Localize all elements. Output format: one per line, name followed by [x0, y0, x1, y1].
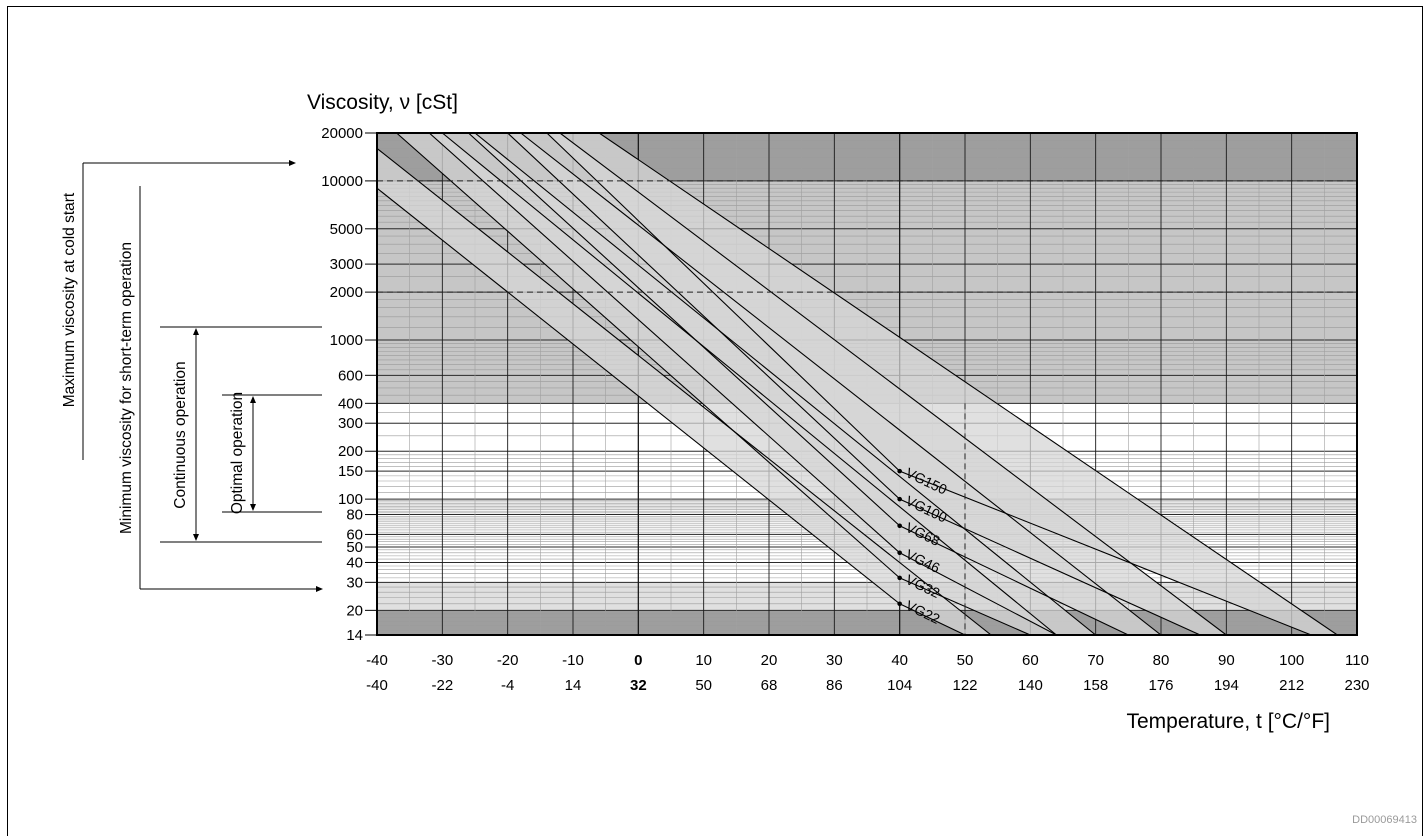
- y-tick-label: 20: [346, 602, 363, 619]
- y-tick-label: 100: [338, 491, 363, 508]
- optimal-arrow-up: [250, 396, 256, 403]
- band-edge-line: [441, 133, 1057, 635]
- y-tick-label: 30: [346, 574, 363, 591]
- y-tick-label: 200: [338, 443, 363, 460]
- x-tick-label-c: 110: [1345, 652, 1369, 669]
- y-tick-label: 400: [338, 395, 363, 412]
- y-tick-label: 14: [346, 627, 363, 644]
- x-tick-label-c: 30: [826, 652, 843, 669]
- optimal-operation-label: Optimal operation: [229, 392, 246, 514]
- x-tick-label-f: 50: [695, 677, 712, 694]
- max-cold-start-label: Maximum viscosity at cold start: [61, 192, 78, 407]
- x-tick-label-c: 80: [1153, 652, 1170, 669]
- x-tick-label-f: 68: [761, 677, 778, 694]
- band-edge-line: [377, 147, 992, 635]
- band-edge-line: [520, 133, 1162, 635]
- marker-vg68: [897, 523, 902, 529]
- min-short-term-arrow: [316, 586, 323, 592]
- x-tick-label-c: 100: [1279, 652, 1304, 669]
- x-tick-label-f: 14: [565, 677, 582, 694]
- y-tick-label: 20000: [321, 125, 363, 142]
- x-tick-label-c: -40: [366, 652, 388, 669]
- y-tick-label: 600: [338, 367, 363, 384]
- y-tick-label: 1000: [330, 332, 363, 349]
- x-tick-label-f: 194: [1214, 677, 1239, 694]
- y-tick-label: 10000: [321, 173, 363, 190]
- band-edge-line: [474, 133, 1097, 635]
- x-tick-label-f: 176: [1148, 677, 1173, 694]
- marker-vg22: [897, 601, 902, 607]
- x-tick-label-f: 212: [1279, 677, 1304, 694]
- x-tick-label-c: 40: [891, 652, 908, 669]
- band-edge-line: [598, 133, 1338, 635]
- x-tick-label-f: -40: [366, 677, 388, 694]
- y-tick-label: 40: [346, 554, 363, 571]
- max-cold-start-arrow: [289, 160, 296, 166]
- x-tick-label-c: 10: [695, 652, 712, 669]
- y-tick-label: 50: [346, 539, 363, 556]
- x-tick-label-c: 20: [761, 652, 778, 669]
- reference-dashed-lines: [377, 180, 1357, 635]
- document-id: DD00069413: [1352, 814, 1417, 826]
- x-tick-label-f: -22: [431, 677, 453, 694]
- range-annotations: Maximum viscosity at cold start Minimum v…: [61, 160, 323, 592]
- x-tick-label-f: 140: [1018, 677, 1043, 694]
- band-vg150: [546, 133, 1338, 635]
- plot-border: [376, 132, 1358, 636]
- y-tick-label: 2000: [330, 284, 363, 301]
- x-tick-label-f: 32: [630, 677, 647, 694]
- x-tick-label-f: 122: [952, 677, 977, 694]
- x-tick-label-c: -10: [562, 652, 584, 669]
- x-axis-label: Temperature, t [°C/°F]: [1126, 710, 1330, 733]
- y-tick-label: 60: [346, 526, 363, 543]
- continuous-arrow-down: [193, 534, 199, 541]
- x-tick-label-f: -4: [501, 677, 514, 694]
- y-tick-label: 5000: [330, 221, 363, 238]
- chart-frame: [7, 6, 1423, 836]
- x-tick-label-c: -20: [497, 652, 519, 669]
- x-tick-label-f: 104: [887, 677, 912, 694]
- chart-title: Viscosity, ν [cSt]: [307, 91, 458, 114]
- x-tick-labels: -40-40-30-22-20-4-1014032105020683086401…: [366, 652, 1369, 694]
- y-tick-label: 3000: [330, 256, 363, 273]
- marker-vg100: [897, 496, 902, 502]
- y-tick-label: 150: [338, 463, 363, 480]
- marker-vg150: [897, 468, 902, 474]
- y-tick-label: 80: [346, 507, 363, 524]
- x-tick-label-c: 90: [1218, 652, 1235, 669]
- marker-vg46: [897, 550, 902, 556]
- x-tick-label-c: 60: [1022, 652, 1039, 669]
- optimal-arrow-down: [250, 504, 256, 511]
- x-tick-label-c: 70: [1087, 652, 1104, 669]
- marker-vg32: [897, 575, 902, 581]
- continuous-arrow-up: [193, 328, 199, 335]
- continuous-operation-label: Continuous operation: [172, 361, 189, 508]
- x-tick-label-f: 86: [826, 677, 843, 694]
- x-tick-label-f: 158: [1083, 677, 1108, 694]
- y-tick-label: 300: [338, 415, 363, 432]
- band-edge-line: [559, 133, 1227, 635]
- x-tick-label-c: 50: [957, 652, 974, 669]
- min-short-term-label: Minimum viscosity for short-term operati…: [118, 242, 135, 534]
- x-tick-label-f: 230: [1344, 677, 1369, 694]
- x-tick-label-c: -30: [431, 652, 453, 669]
- x-tick-label-c: 0: [634, 652, 642, 669]
